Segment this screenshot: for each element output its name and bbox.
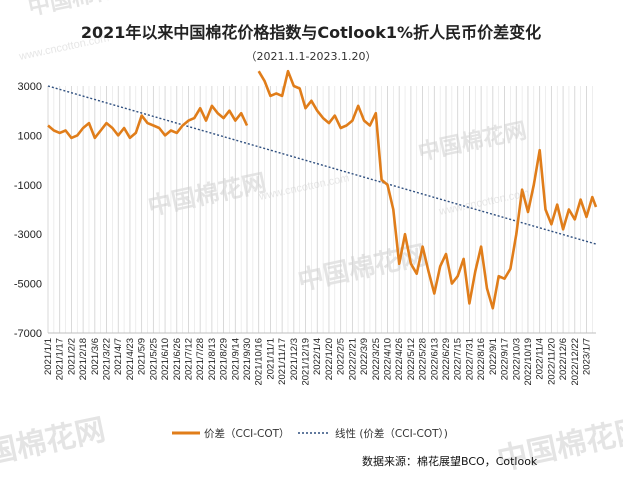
watermark-text: 中国棉花网 <box>26 0 139 21</box>
x-tick-label: 2022/4/10 <box>382 338 393 380</box>
x-tick-label: 2022/11/20 <box>546 338 557 385</box>
x-tick-label: 2021/7/12 <box>183 338 194 380</box>
y-tick-label: -1000 <box>14 180 42 192</box>
x-tick-label: 2022/10/19 <box>523 338 534 386</box>
x-tick-label: 2021/1/17 <box>55 338 66 380</box>
y-tick-label: -5000 <box>14 279 42 291</box>
x-tick-label: 2021/5/25 <box>148 338 159 380</box>
data-source: 数据来源：棉花展望BCO，Cotlook <box>362 454 538 468</box>
legend: 价差（CCI-COT） 线性 (价差（CCI-COT）) <box>172 427 448 440</box>
x-tick-label: 2022/5/12 <box>406 338 417 380</box>
x-tick-label: 2022/8/16 <box>476 338 487 380</box>
x-tick-label: 2022/6/29 <box>441 338 452 380</box>
x-tick-label: 2022/2/21 <box>347 338 358 380</box>
spread-line <box>257 69 598 310</box>
x-tick-label: 2021/6/10 <box>160 338 171 380</box>
x-tick-label: 2021/7/28 <box>195 338 206 380</box>
x-tick-label: 2021/11/17 <box>277 338 288 385</box>
x-tick-label: 2021/9/14 <box>230 338 241 380</box>
x-tick-label: 2022/2/5 <box>336 338 347 375</box>
x-tick-label: 2021/2/2 <box>66 338 77 375</box>
watermark-text: 中国棉花网 <box>494 412 623 477</box>
x-tick-label: 2021/6/26 <box>172 338 183 380</box>
x-tick-label: 2021/11/1 <box>265 338 276 380</box>
x-tick-label: 2021/4/7 <box>113 338 124 375</box>
x-tick-label: 2022/1/4 <box>312 338 323 375</box>
x-tick-label: 2021/12/3 <box>289 338 300 380</box>
x-tick-label: 2022/5/28 <box>418 338 429 380</box>
x-tick-label: 2022/3/9 <box>359 338 370 375</box>
x-tick-label: 2021/8/29 <box>219 338 230 380</box>
x-tick-label: 2023/1/7 <box>581 338 592 375</box>
y-tick-label: -3000 <box>14 229 42 241</box>
watermark-text: 中国棉花网 <box>416 118 529 166</box>
x-tick-label: 2022/12/6 <box>558 338 569 380</box>
x-tick-label: 2021/5/9 <box>137 338 148 375</box>
watermark-text: 中国棉花网 <box>145 169 268 221</box>
legend-label-spread: 价差（CCI-COT） <box>204 427 290 440</box>
x-tick-label: 2022/10/3 <box>511 338 522 380</box>
x-tick-label: 2021/10/16 <box>254 338 265 386</box>
y-tick-label: -7000 <box>14 328 42 340</box>
trend-line <box>47 85 597 245</box>
x-tick-label: 2021/3/22 <box>102 338 113 380</box>
x-tick-label: 2022/6/13 <box>429 338 440 380</box>
x-axis-ticks: 2021/1/1 2021/1/17 2021/2/2 2021/2/18 2021/3… <box>43 338 592 386</box>
x-tick-label: 2021/3/6 <box>90 338 101 375</box>
x-tick-label: 2022/7/31 <box>464 338 475 380</box>
grid <box>47 86 593 333</box>
x-tick-label: 2022/4/26 <box>394 338 405 380</box>
x-tick-label: 2021/4/23 <box>125 338 136 380</box>
x-tick-label: 2022/11/4 <box>535 338 546 380</box>
x-tick-label: 2022/9/1 <box>488 338 499 375</box>
trend-series <box>47 85 597 245</box>
chart-subtitle: （2021.1.1-2023.1.20） <box>246 50 377 63</box>
x-tick-label: 2022/1/20 <box>324 338 335 380</box>
x-tick-label: 2022/12/22 <box>570 338 581 386</box>
x-tick-label: 2021/8/13 <box>207 338 218 380</box>
x-tick-label: 2022/9/17 <box>500 338 511 380</box>
x-tick-label: 2022/3/25 <box>371 338 382 380</box>
y-tick-label: 1000 <box>18 130 42 142</box>
spread-line <box>47 104 249 140</box>
legend-label-trend: 线性 (价差（CCI-COT）) <box>335 427 448 440</box>
x-tick-label: 2021/12/19 <box>301 338 312 386</box>
x-tick-label: 2021/9/30 <box>242 338 253 380</box>
y-axis-ticks: 3000 1000 -1000 -3000 -5000 -7000 <box>14 81 42 340</box>
chart-title: 2021年以来中国棉花价格指数与Cotlook1%折人民币价差变化 <box>81 23 541 42</box>
x-tick-label: 2022/7/15 <box>453 338 464 380</box>
watermark-text: 中国棉花网 <box>0 412 108 477</box>
price-spread-series <box>47 69 598 310</box>
y-tick-label: 3000 <box>18 81 42 93</box>
x-tick-label: 2021/1/1 <box>43 338 54 375</box>
x-tick-label: 2021/2/18 <box>78 338 89 380</box>
watermark-url: www.cncotton.com <box>257 172 350 203</box>
